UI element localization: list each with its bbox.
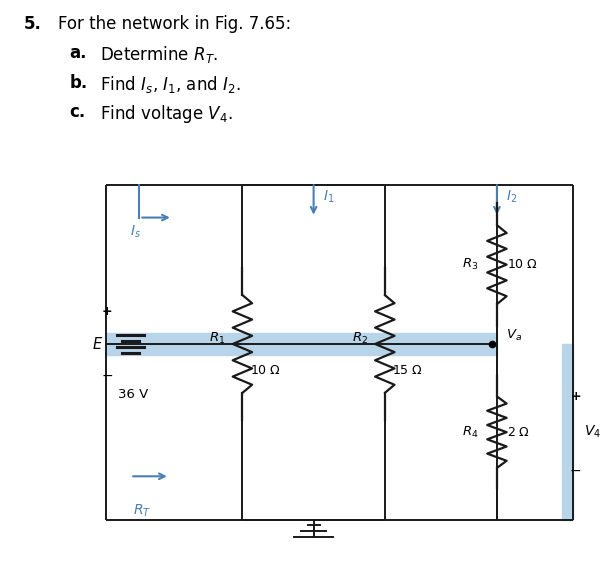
Text: $R_2$: $R_2$ xyxy=(351,330,368,346)
Text: 36 V: 36 V xyxy=(118,388,148,401)
Text: $R_1$: $R_1$ xyxy=(209,330,225,346)
Text: b.: b. xyxy=(70,74,88,92)
Text: $I_2$: $I_2$ xyxy=(506,188,518,205)
Text: $V_a$: $V_a$ xyxy=(506,328,522,343)
Text: 5.: 5. xyxy=(24,15,42,33)
Text: Find voltage $V_4$.: Find voltage $V_4$. xyxy=(100,103,233,125)
Text: Determine $R_T$.: Determine $R_T$. xyxy=(100,44,218,65)
Text: c.: c. xyxy=(70,103,86,121)
Text: Find $I_s$, $I_1$, and $I_2$.: Find $I_s$, $I_1$, and $I_2$. xyxy=(100,74,241,95)
Text: $I_s$: $I_s$ xyxy=(130,223,141,240)
Text: $R_4$: $R_4$ xyxy=(462,425,479,440)
Text: −: − xyxy=(570,463,582,477)
Text: $I_1$: $I_1$ xyxy=(323,188,334,205)
Text: $V_4$: $V_4$ xyxy=(584,424,601,440)
Bar xyxy=(106,333,497,355)
Text: $R_T$: $R_T$ xyxy=(133,503,152,519)
Text: a.: a. xyxy=(70,44,87,62)
Text: 10 $\Omega$: 10 $\Omega$ xyxy=(250,364,281,377)
Text: $R_3$: $R_3$ xyxy=(462,257,479,272)
Text: +: + xyxy=(570,390,581,403)
Text: For the network in Fig. 7.65:: For the network in Fig. 7.65: xyxy=(58,15,291,33)
Text: −: − xyxy=(101,369,113,383)
Bar xyxy=(562,344,573,520)
Text: 2 $\Omega$: 2 $\Omega$ xyxy=(507,426,530,439)
Text: 10 $\Omega$: 10 $\Omega$ xyxy=(507,258,538,271)
Text: $E$: $E$ xyxy=(92,336,103,352)
Text: 15 $\Omega$: 15 $\Omega$ xyxy=(392,364,423,377)
Text: +: + xyxy=(102,305,113,318)
